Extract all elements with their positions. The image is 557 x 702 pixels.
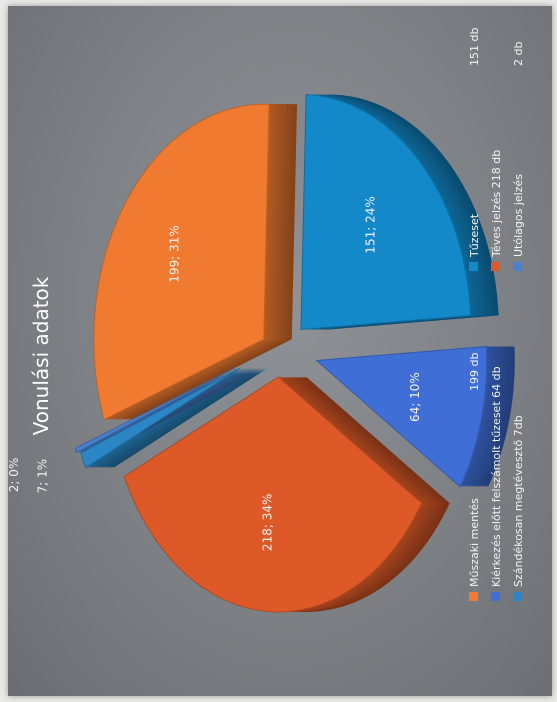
legend-label: Műszaki mentés [468,498,481,587]
data-label: 218; 34% [260,494,274,551]
legend-count: 2 db [512,42,525,66]
chart-title: Vonulási adatok [29,276,53,435]
pie-slice [123,376,423,613]
legend-label: Utólagos jelzés [512,174,525,257]
data-label: 151; 24% [363,196,377,253]
legend-swatch [491,592,500,601]
pie-slices: 199; 31% 151; 24% 64; 10% 218; 34% 7; 1% 2; 0… [8,94,515,613]
legend-label: Téves jelzés 218 db [490,150,503,258]
pie-slice-side [103,367,264,453]
legend-label: Szándékosan megtévesztő 7db [512,415,525,587]
data-label: 7; 1% [35,459,49,494]
legend-swatch [513,262,522,271]
pie-slice [300,94,472,331]
legend-swatch [469,592,478,601]
pie-slice-side [77,367,238,453]
legend-swatch [491,262,500,271]
data-label: 199; 31% [167,225,181,282]
pie-slice [74,367,236,454]
legend-count: 151 db [468,28,481,66]
legend-label: Tűzeset [468,213,481,258]
pie-slice-side [79,367,240,453]
data-label: 64; 10% [408,372,422,422]
pie-slice [80,367,240,469]
legend-swatch [513,592,522,601]
pie-slice [315,345,488,488]
legend-swatch [469,262,478,271]
pie-slice [93,103,270,421]
legend-count: 199 db [468,353,481,391]
legend-label: Kiérkezés előtt felszámolt tűzeset 64 db [490,366,503,587]
data-label: 2; 0% [8,458,21,493]
pie-chart: Vonulási adatok 199; 31% 151; 24% 64; 10% 2… [8,28,525,613]
chart-frame: Vonulási adatok 199; 31% 151; 24% 64; 10% 2… [8,6,552,696]
chart-legend: Műszaki mentés 199 db Tűzeset 151 db Kiérkez… [468,28,525,601]
